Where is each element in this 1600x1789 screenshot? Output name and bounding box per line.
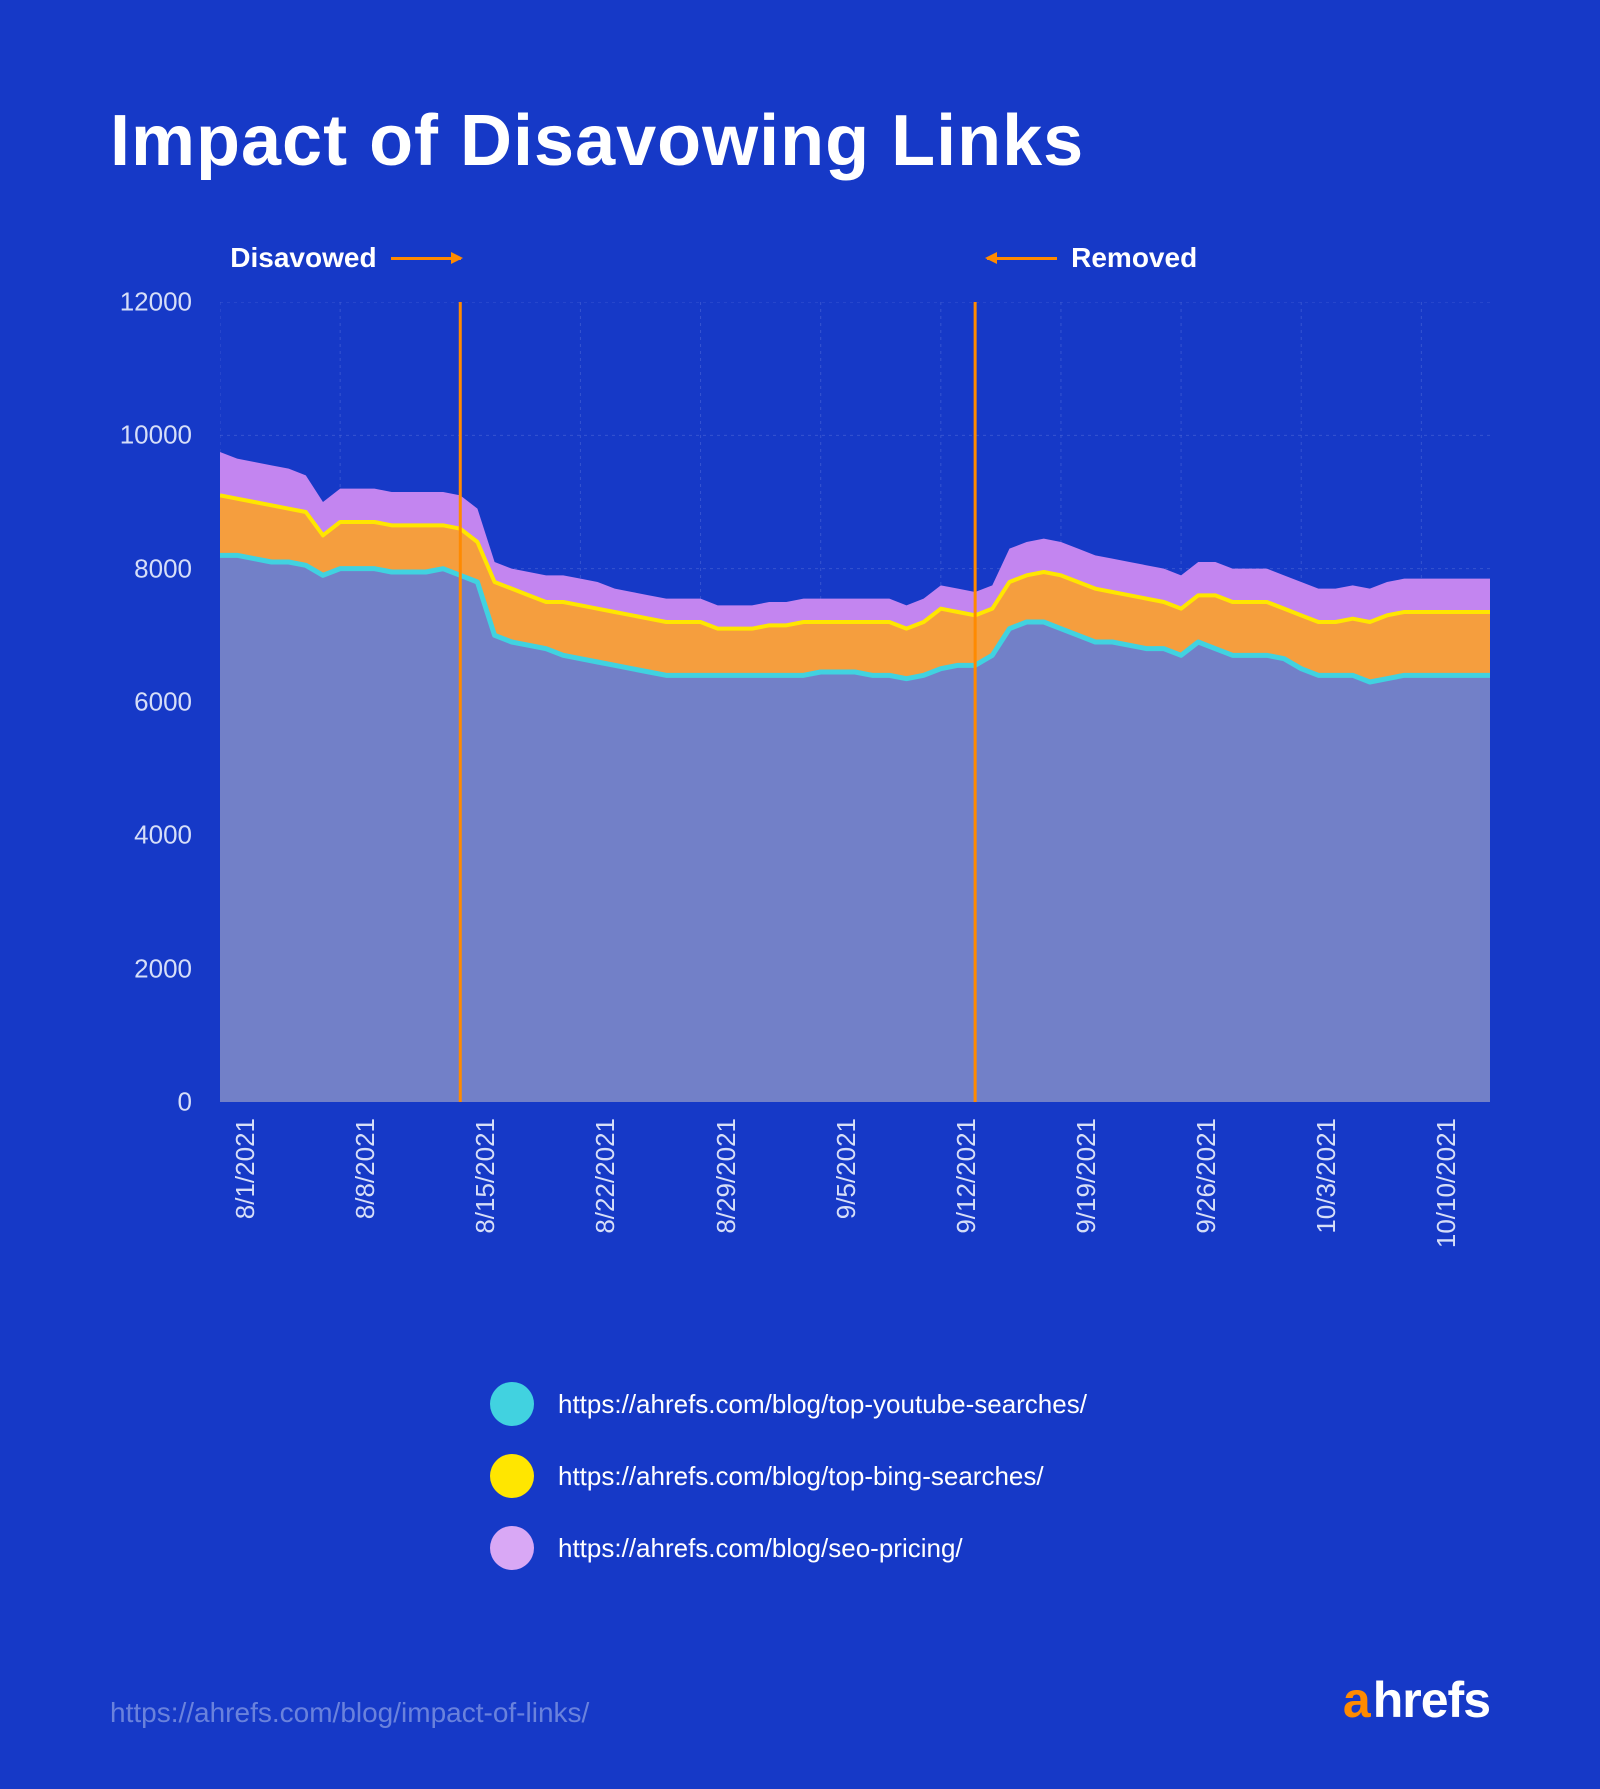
y-tick-label: 10000 bbox=[120, 420, 192, 451]
annotation-arrow bbox=[987, 257, 1057, 260]
x-tick-label: 8/1/2021 bbox=[230, 1118, 261, 1219]
x-tick-label: 9/26/2021 bbox=[1191, 1118, 1222, 1234]
x-tick-label: 9/19/2021 bbox=[1071, 1118, 1102, 1234]
y-axis-labels: 020004000600080001000012000 bbox=[110, 302, 210, 1102]
y-tick-label: 8000 bbox=[134, 553, 192, 584]
annotation-label: Disavowed bbox=[230, 242, 376, 274]
legend-label: https://ahrefs.com/blog/seo-pricing/ bbox=[558, 1533, 963, 1564]
legend-dot-icon bbox=[490, 1526, 534, 1570]
legend-dot-icon bbox=[490, 1382, 534, 1426]
y-tick-label: 6000 bbox=[134, 687, 192, 718]
chart-legend: https://ahrefs.com/blog/top-youtube-sear… bbox=[490, 1382, 1490, 1570]
y-tick-label: 0 bbox=[178, 1087, 192, 1118]
chart-annotation: Removed bbox=[987, 242, 1197, 274]
legend-label: https://ahrefs.com/blog/top-bing-searche… bbox=[558, 1461, 1044, 1492]
chart-area: Disavowed Removed 0 2000 4000 6000 8000 10000 1… bbox=[110, 242, 1490, 1142]
brand-rest: hrefs bbox=[1373, 1671, 1490, 1729]
legend-item: https://ahrefs.com/blog/top-bing-searche… bbox=[490, 1454, 1490, 1498]
page-title: Impact of Disavowing Links bbox=[110, 100, 1490, 182]
legend-item: https://ahrefs.com/blog/top-youtube-sear… bbox=[490, 1382, 1490, 1426]
area-chart-svg bbox=[220, 302, 1490, 1102]
annotation-label: Removed bbox=[1071, 242, 1197, 274]
chart-plot bbox=[220, 302, 1490, 1102]
x-tick-label: 8/29/2021 bbox=[711, 1118, 742, 1234]
annotation-arrow bbox=[391, 257, 461, 260]
x-tick-label: 9/12/2021 bbox=[951, 1118, 982, 1234]
x-tick-label: 8/22/2021 bbox=[590, 1118, 621, 1234]
x-tick-label: 9/5/2021 bbox=[831, 1118, 862, 1219]
legend-label: https://ahrefs.com/blog/top-youtube-sear… bbox=[558, 1389, 1087, 1420]
brand-logo: ahrefs bbox=[1343, 1671, 1490, 1729]
x-tick-label: 8/15/2021 bbox=[470, 1118, 501, 1234]
footer-source-link: https://ahrefs.com/blog/impact-of-links/ bbox=[110, 1697, 589, 1729]
y-tick-label: 12000 bbox=[120, 287, 192, 318]
x-tick-label: 10/10/2021 bbox=[1431, 1118, 1462, 1248]
x-axis-labels: 8/1/2021 8/8/2021 8/15/2021 8/22/2021 8/29/2… bbox=[220, 1118, 1490, 1318]
brand-a: a bbox=[1343, 1671, 1371, 1729]
legend-dot-icon bbox=[490, 1454, 534, 1498]
y-tick-label: 4000 bbox=[134, 820, 192, 851]
y-tick-label: 2000 bbox=[134, 953, 192, 984]
x-tick-label: 8/8/2021 bbox=[350, 1118, 381, 1219]
footer: https://ahrefs.com/blog/impact-of-links/… bbox=[110, 1671, 1490, 1729]
legend-item: https://ahrefs.com/blog/seo-pricing/ bbox=[490, 1526, 1490, 1570]
chart-annotation: Disavowed bbox=[230, 242, 460, 274]
x-tick-label: 10/3/2021 bbox=[1311, 1118, 1342, 1234]
